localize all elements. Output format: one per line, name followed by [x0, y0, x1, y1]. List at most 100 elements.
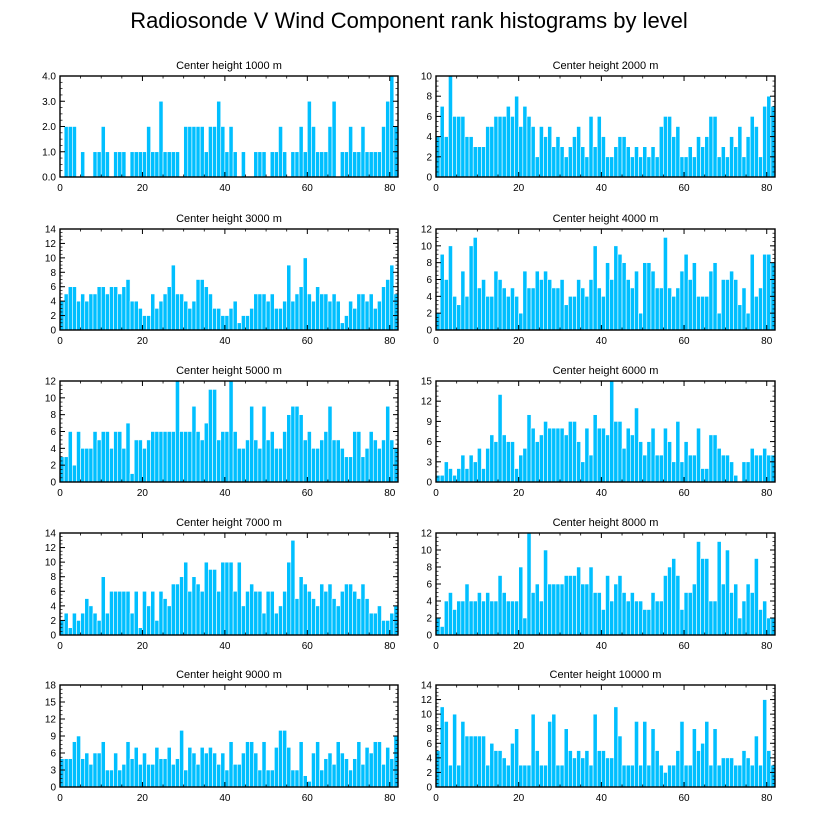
histogram-bar [269, 769, 275, 788]
histogram-bar [261, 151, 267, 178]
panel: Center height 10000 m 0 20 40 60 80 0 2 4 6 8 10 12 1… [421, 669, 776, 804]
histogram-bar [125, 741, 131, 788]
y-tick-label: 9 [50, 732, 56, 743]
histogram-bar [133, 590, 139, 636]
histogram-bar [249, 583, 255, 636]
histogram-bar [278, 126, 283, 178]
histogram-bar [547, 279, 553, 331]
histogram-bar [448, 75, 453, 178]
histogram-bar [762, 253, 768, 331]
histogram-bar [282, 151, 288, 178]
histogram-bar [675, 575, 681, 636]
histogram-bar [154, 308, 160, 331]
histogram-bar [567, 575, 573, 636]
histogram-bar [559, 146, 565, 178]
histogram-bar [745, 583, 751, 636]
histogram-bar [683, 253, 689, 331]
histogram-bar [733, 146, 739, 178]
histogram-bar [646, 441, 652, 483]
histogram-bar [129, 758, 135, 788]
histogram-bar [319, 151, 325, 178]
histogram-bar [745, 312, 751, 331]
histogram-bar [170, 431, 176, 483]
y-tick-label: 6 [50, 282, 56, 293]
histogram-bar [563, 575, 569, 636]
histogram-bar [109, 769, 114, 788]
histogram-bar [253, 439, 259, 483]
histogram-bar [572, 136, 577, 178]
histogram-bar [518, 312, 524, 331]
x-tick-label: 20 [513, 183, 525, 194]
histogram-bar [335, 439, 341, 483]
histogram-bar [216, 439, 222, 483]
histogram-bar [286, 561, 292, 636]
histogram-bar [630, 592, 635, 636]
y-tick-label: 10 [421, 710, 433, 721]
histogram-bar [241, 448, 246, 483]
histogram-bar [323, 431, 329, 483]
histogram-bar [331, 293, 337, 331]
histogram-bar [158, 431, 164, 483]
histogram-bar [224, 561, 230, 636]
histogram-bar [700, 146, 706, 178]
histogram-bar [720, 279, 726, 331]
histogram-bar [754, 558, 759, 636]
histogram-bar [754, 454, 759, 483]
histogram-bar [621, 262, 627, 331]
histogram-bar [302, 583, 308, 636]
histogram-bar [162, 293, 168, 331]
histogram-bar [253, 151, 259, 178]
histogram-bar [625, 600, 631, 636]
y-tick-label: 6 [426, 580, 432, 591]
histogram-bar [654, 600, 660, 636]
histogram-bar [472, 237, 478, 331]
histogram-bar [514, 728, 519, 788]
histogram-bar [175, 380, 180, 483]
histogram-bar [381, 439, 386, 483]
histogram-bar [228, 561, 234, 636]
histogram-bar [613, 421, 619, 483]
histogram-bar [580, 757, 586, 788]
histogram-bar [298, 286, 304, 331]
histogram-bar [658, 600, 664, 636]
histogram-bar [448, 468, 453, 483]
histogram-bar [105, 431, 110, 483]
histogram-bar [63, 758, 69, 788]
histogram-bar [245, 439, 250, 483]
histogram-bar [109, 448, 114, 483]
histogram-bar [179, 431, 184, 483]
histogram-bar [555, 583, 561, 636]
histogram-bar [584, 583, 590, 636]
histogram-bar [360, 764, 366, 788]
histogram-bar [331, 764, 337, 788]
y-tick-label: 0 [426, 326, 432, 337]
histogram-bar [518, 566, 524, 636]
histogram-bar [199, 126, 205, 178]
x-tick-label: 0 [57, 336, 63, 347]
histogram-bar [704, 468, 710, 483]
panel-title: Center height 5000 m [176, 365, 282, 377]
panel: Center height 9000 m 0 20 40 60 80 0 3 6 9 12 15 18 [45, 669, 399, 804]
histogram-bar [634, 721, 639, 788]
histogram-bar [654, 750, 660, 788]
histogram-bar [563, 434, 569, 483]
histogram-bar [510, 441, 515, 483]
x-tick-label: 40 [219, 488, 231, 499]
histogram-bar [203, 422, 209, 483]
histogram-bar [625, 279, 631, 331]
histogram-bar [534, 441, 540, 483]
histogram-bar [212, 126, 217, 178]
y-tick-label: 0 [426, 173, 432, 184]
histogram-bar [613, 583, 619, 636]
histogram-bar [183, 300, 189, 331]
histogram-bar [605, 575, 610, 636]
histogram-bar [472, 600, 478, 636]
histogram-bar [749, 116, 755, 178]
histogram-bar [737, 617, 743, 636]
histogram-bar [113, 151, 119, 178]
histogram-bar [356, 598, 362, 636]
histogram-bar [129, 300, 135, 331]
histogram-bar [737, 764, 743, 788]
histogram-bar [138, 627, 143, 636]
histogram-bar [592, 146, 598, 178]
